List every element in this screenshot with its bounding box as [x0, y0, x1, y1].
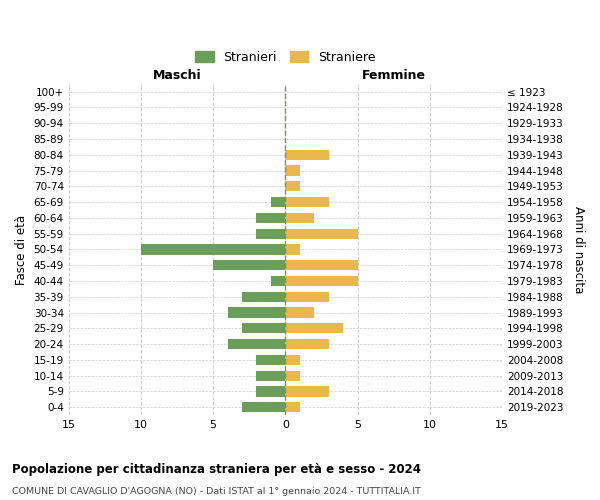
Bar	[286, 244, 300, 254]
Text: COMUNE DI CAVAGLIO D'AGOGNA (NO) - Dati ISTAT al 1° gennaio 2024 - TUTTITALIA.IT: COMUNE DI CAVAGLIO D'AGOGNA (NO) - Dati …	[12, 488, 421, 496]
Bar	[256, 386, 286, 396]
Bar	[227, 339, 286, 349]
Y-axis label: Anni di nascita: Anni di nascita	[572, 206, 585, 293]
Bar	[286, 355, 300, 365]
Bar	[286, 150, 329, 160]
Bar	[286, 181, 300, 192]
Bar	[256, 370, 286, 381]
Bar	[286, 213, 314, 223]
Text: Popolazione per cittadinanza straniera per età e sesso - 2024: Popolazione per cittadinanza straniera p…	[12, 462, 421, 475]
Bar	[286, 339, 329, 349]
Bar	[271, 197, 286, 207]
Bar	[242, 402, 286, 412]
Bar	[286, 197, 329, 207]
Bar	[286, 370, 300, 381]
Bar	[242, 323, 286, 334]
Bar	[286, 386, 329, 396]
Bar	[271, 276, 286, 286]
Text: Maschi: Maschi	[153, 69, 202, 82]
Y-axis label: Fasce di età: Fasce di età	[15, 214, 28, 284]
Bar	[242, 292, 286, 302]
Bar	[227, 308, 286, 318]
Bar	[286, 276, 358, 286]
Text: Femmine: Femmine	[362, 69, 426, 82]
Bar	[256, 228, 286, 239]
Bar	[286, 166, 300, 175]
Bar	[286, 323, 343, 334]
Bar	[286, 260, 358, 270]
Bar	[286, 292, 329, 302]
Bar	[256, 213, 286, 223]
Bar	[286, 228, 358, 239]
Bar	[286, 402, 300, 412]
Bar	[286, 308, 314, 318]
Legend: Stranieri, Straniere: Stranieri, Straniere	[191, 47, 380, 68]
Bar	[213, 260, 286, 270]
Bar	[141, 244, 286, 254]
Bar	[256, 355, 286, 365]
